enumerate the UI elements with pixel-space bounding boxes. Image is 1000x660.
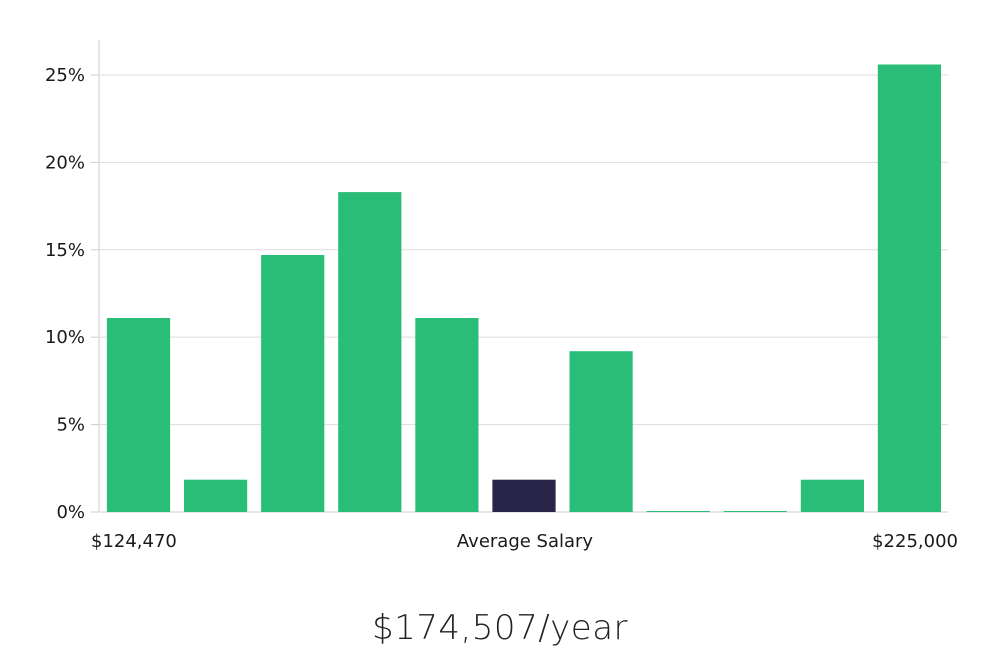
grid-lines xyxy=(100,74,948,513)
y-tick-label: 25% xyxy=(45,65,85,86)
x-label-average-salary: Average Salary xyxy=(457,531,594,552)
bar xyxy=(184,479,248,512)
y-tick-label: 10% xyxy=(45,327,85,348)
x-label-max: $225,000 xyxy=(872,531,958,552)
y-tick-label: 15% xyxy=(45,240,85,261)
bar xyxy=(723,511,787,512)
bar xyxy=(569,351,633,512)
y-tick-label: 5% xyxy=(56,415,85,436)
x-label-min: $124,470 xyxy=(91,531,177,552)
bar xyxy=(338,192,402,512)
bars xyxy=(106,64,941,512)
y-tick-label: 0% xyxy=(56,502,85,523)
bar-average-salary xyxy=(492,479,556,512)
bar xyxy=(106,318,171,512)
average-salary-value: $174,507/year xyxy=(371,608,629,648)
salary-histogram-chart: 0% 5% 10% 15% 20% 25% $124,470 Average Salary… xyxy=(45,40,958,552)
y-tick-label: 20% xyxy=(45,152,85,173)
bar xyxy=(415,318,479,512)
bar xyxy=(261,255,325,512)
bar xyxy=(800,479,864,512)
bar xyxy=(877,64,941,512)
y-axis-ticks: 0% 5% 10% 15% 20% 25% xyxy=(45,65,99,523)
bar xyxy=(646,511,710,512)
